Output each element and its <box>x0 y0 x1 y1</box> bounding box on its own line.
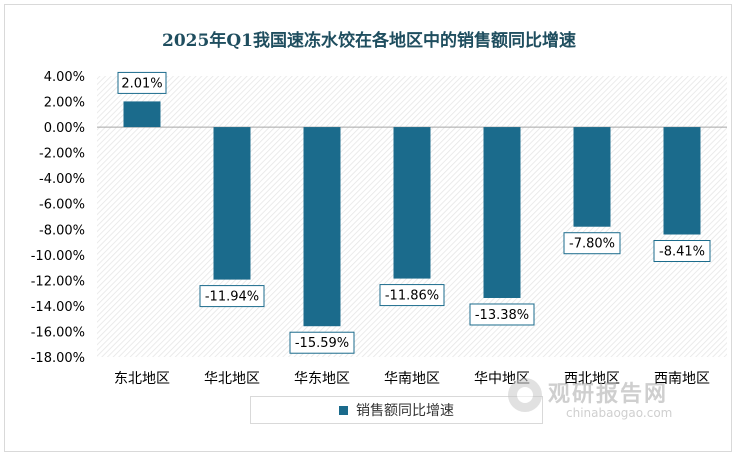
y-tick-label: -16.00% <box>31 325 85 340</box>
data-label: -7.80% <box>563 232 621 255</box>
data-label: -8.41% <box>653 240 711 263</box>
data-label: -15.59% <box>289 331 355 354</box>
bar <box>123 101 161 128</box>
watermark: 观研报告网 chinabaogao.com <box>508 376 708 426</box>
y-tick-label: -18.00% <box>31 351 85 366</box>
data-label: -11.94% <box>199 285 265 308</box>
x-tick-label: 华南地区 <box>384 371 440 387</box>
y-tick-label: -10.00% <box>31 249 85 264</box>
x-tick-label: 华北地区 <box>204 371 260 387</box>
x-tick-label: 华东地区 <box>294 371 350 387</box>
data-label-text: 2.01% <box>121 76 162 91</box>
y-tick-label: 2.00% <box>44 96 85 111</box>
y-tick-label: 0.00% <box>44 121 85 136</box>
data-label-box <box>379 284 445 307</box>
x-tick-label: 西北地区 <box>564 371 620 387</box>
data-label-text: -7.80% <box>569 237 615 252</box>
y-tick-label: -12.00% <box>31 274 85 289</box>
y-tick-label: 4.00% <box>44 70 85 85</box>
watermark-url: chinabaogao.com <box>566 406 673 420</box>
chart-title: 2025年Q1我国速冻水饺在各地区中的销售额同比增速 <box>162 31 576 51</box>
legend-swatch <box>339 405 348 415</box>
data-label-text: -13.38% <box>475 308 529 323</box>
bar <box>573 127 611 227</box>
bar <box>303 127 341 327</box>
bar <box>393 127 431 279</box>
bar <box>483 127 521 298</box>
data-label-text: -8.41% <box>659 245 705 260</box>
y-tick-label: -8.00% <box>39 223 85 238</box>
data-label-box <box>469 303 535 326</box>
y-tick-label: -4.00% <box>39 172 85 187</box>
data-label-box <box>653 240 711 263</box>
data-label: -11.86% <box>379 284 445 307</box>
data-label-box <box>199 285 265 308</box>
y-tick-label: -14.00% <box>31 300 85 315</box>
y-tick-label: -2.00% <box>39 147 85 162</box>
y-tick-label: -6.00% <box>39 198 85 213</box>
data-label-box <box>289 331 355 354</box>
bar <box>213 127 251 280</box>
x-tick-label: 西南地区 <box>654 371 710 387</box>
data-label: -13.38% <box>469 303 535 326</box>
data-label-text: -11.86% <box>385 289 439 304</box>
data-label-box <box>117 71 167 94</box>
data-label: 2.01% <box>117 71 167 94</box>
data-label-box <box>563 232 621 255</box>
legend-label: 销售额同比增速 <box>356 403 454 419</box>
data-label-text: -11.94% <box>205 290 259 305</box>
x-tick-label: 东北地区 <box>114 371 170 387</box>
watermark-logo-icon <box>508 378 542 412</box>
bar <box>663 127 701 235</box>
data-label-text: -15.59% <box>295 336 349 351</box>
watermark-text: 观研报告网 <box>548 382 669 407</box>
legend: 销售额同比增速 <box>250 396 543 424</box>
